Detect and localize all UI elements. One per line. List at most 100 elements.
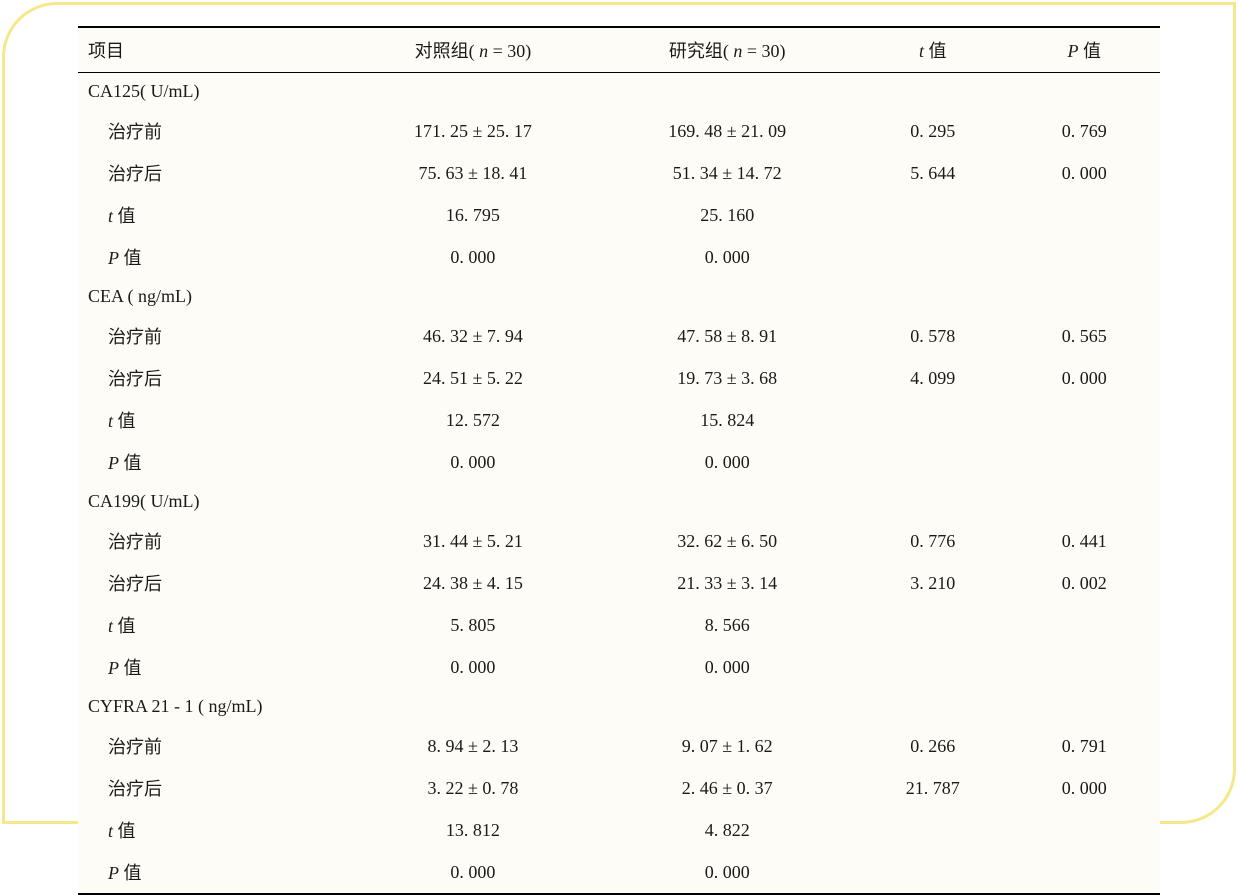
cell-p bbox=[1009, 236, 1161, 278]
cell-t: 0. 578 bbox=[857, 315, 1008, 357]
cell-t bbox=[857, 851, 1008, 894]
table-header-row: 项目 对照组( n = 30) 研究组( n = 30) t 值 P 值 bbox=[78, 27, 1160, 73]
empty-cell bbox=[1009, 73, 1161, 111]
cell-p: 0. 000 bbox=[1009, 152, 1161, 194]
table-row: 治疗前8. 94 ± 2. 139. 07 ± 1. 620. 2660. 79… bbox=[78, 725, 1160, 767]
row-label-cell: P 值 bbox=[78, 441, 349, 483]
table-body: CA125( U/mL)治疗前171. 25 ± 25. 17169. 48 ±… bbox=[78, 73, 1160, 895]
empty-cell bbox=[597, 483, 857, 520]
cell-t bbox=[857, 441, 1008, 483]
cell-study: 47. 58 ± 8. 91 bbox=[597, 315, 857, 357]
cell-t bbox=[857, 604, 1008, 646]
cell-t bbox=[857, 236, 1008, 278]
row-label-cell: 治疗后 bbox=[78, 357, 349, 399]
cell-p: 0. 565 bbox=[1009, 315, 1161, 357]
cell-p: 0. 000 bbox=[1009, 357, 1161, 399]
cell-study: 0. 000 bbox=[597, 646, 857, 688]
cell-p bbox=[1009, 851, 1161, 894]
empty-cell bbox=[349, 73, 598, 111]
cell-control: 46. 32 ± 7. 94 bbox=[349, 315, 598, 357]
table-row: t 值13. 8124. 822 bbox=[78, 809, 1160, 851]
cell-p bbox=[1009, 604, 1161, 646]
table-row: t 值16. 79525. 160 bbox=[78, 194, 1160, 236]
cell-p: 0. 002 bbox=[1009, 562, 1161, 604]
row-label-cell: 治疗后 bbox=[78, 562, 349, 604]
cell-study: 19. 73 ± 3. 68 bbox=[597, 357, 857, 399]
cell-study: 0. 000 bbox=[597, 441, 857, 483]
row-label-cell: 治疗后 bbox=[78, 767, 349, 809]
empty-cell bbox=[597, 73, 857, 111]
cell-p bbox=[1009, 809, 1161, 851]
cell-control: 0. 000 bbox=[349, 236, 598, 278]
row-label-cell: P 值 bbox=[78, 646, 349, 688]
cell-study: 15. 824 bbox=[597, 399, 857, 441]
row-label-cell: 治疗前 bbox=[78, 110, 349, 152]
table-row: 治疗后24. 51 ± 5. 2219. 73 ± 3. 684. 0990. … bbox=[78, 357, 1160, 399]
cell-study: 0. 000 bbox=[597, 851, 857, 894]
col-header-item: 项目 bbox=[78, 27, 349, 73]
cell-t: 5. 644 bbox=[857, 152, 1008, 194]
cell-t: 0. 266 bbox=[857, 725, 1008, 767]
col-header-control: 对照组( n = 30) bbox=[349, 27, 598, 73]
empty-cell bbox=[349, 278, 598, 315]
empty-cell bbox=[349, 483, 598, 520]
table-row: 治疗后3. 22 ± 0. 782. 46 ± 0. 3721. 7870. 0… bbox=[78, 767, 1160, 809]
table-row: P 值0. 0000. 000 bbox=[78, 236, 1160, 278]
row-label-cell: t 值 bbox=[78, 809, 349, 851]
section-header-row: CA125( U/mL) bbox=[78, 73, 1160, 111]
table-row: P 值0. 0000. 000 bbox=[78, 441, 1160, 483]
row-label-cell: t 值 bbox=[78, 604, 349, 646]
cell-study: 51. 34 ± 14. 72 bbox=[597, 152, 857, 194]
cell-t: 0. 776 bbox=[857, 520, 1008, 562]
cell-control: 0. 000 bbox=[349, 646, 598, 688]
cell-study: 4. 822 bbox=[597, 809, 857, 851]
cell-t bbox=[857, 194, 1008, 236]
row-label-cell: P 值 bbox=[78, 851, 349, 894]
cell-study: 21. 33 ± 3. 14 bbox=[597, 562, 857, 604]
row-label-cell: t 值 bbox=[78, 194, 349, 236]
table-container: 项目 对照组( n = 30) 研究组( n = 30) t 值 P 值 CA1… bbox=[78, 26, 1160, 895]
cell-study: 2. 46 ± 0. 37 bbox=[597, 767, 857, 809]
cell-study: 169. 48 ± 21. 09 bbox=[597, 110, 857, 152]
empty-cell bbox=[1009, 483, 1161, 520]
cell-t bbox=[857, 809, 1008, 851]
cell-t: 3. 210 bbox=[857, 562, 1008, 604]
cell-p bbox=[1009, 399, 1161, 441]
table-row: t 值5. 8058. 566 bbox=[78, 604, 1160, 646]
col-header-study: 研究组( n = 30) bbox=[597, 27, 857, 73]
empty-cell bbox=[857, 278, 1008, 315]
cell-control: 171. 25 ± 25. 17 bbox=[349, 110, 598, 152]
empty-cell bbox=[597, 278, 857, 315]
cell-control: 31. 44 ± 5. 21 bbox=[349, 520, 598, 562]
cell-control: 75. 63 ± 18. 41 bbox=[349, 152, 598, 194]
table-row: P 值0. 0000. 000 bbox=[78, 646, 1160, 688]
cell-t: 4. 099 bbox=[857, 357, 1008, 399]
cell-p bbox=[1009, 194, 1161, 236]
cell-control: 0. 000 bbox=[349, 851, 598, 894]
cell-p: 0. 791 bbox=[1009, 725, 1161, 767]
table-row: 治疗前46. 32 ± 7. 9447. 58 ± 8. 910. 5780. … bbox=[78, 315, 1160, 357]
cell-control: 0. 000 bbox=[349, 441, 598, 483]
row-label-cell: 治疗前 bbox=[78, 520, 349, 562]
cell-p bbox=[1009, 646, 1161, 688]
section-header-cell: CYFRA 21 - 1 ( ng/mL) bbox=[78, 688, 349, 725]
section-header-row: CEA ( ng/mL) bbox=[78, 278, 1160, 315]
cell-t: 0. 295 bbox=[857, 110, 1008, 152]
section-header-cell: CA199( U/mL) bbox=[78, 483, 349, 520]
section-header-cell: CA125( U/mL) bbox=[78, 73, 349, 111]
cell-study: 32. 62 ± 6. 50 bbox=[597, 520, 857, 562]
section-header-cell: CEA ( ng/mL) bbox=[78, 278, 349, 315]
col-header-t: t 值 bbox=[857, 27, 1008, 73]
section-header-row: CYFRA 21 - 1 ( ng/mL) bbox=[78, 688, 1160, 725]
empty-cell bbox=[857, 483, 1008, 520]
table-row: t 值12. 57215. 824 bbox=[78, 399, 1160, 441]
cell-study: 8. 566 bbox=[597, 604, 857, 646]
empty-cell bbox=[1009, 278, 1161, 315]
cell-control: 24. 38 ± 4. 15 bbox=[349, 562, 598, 604]
cell-t bbox=[857, 399, 1008, 441]
cell-control: 5. 805 bbox=[349, 604, 598, 646]
cell-study: 25. 160 bbox=[597, 194, 857, 236]
cell-t: 21. 787 bbox=[857, 767, 1008, 809]
cell-study: 9. 07 ± 1. 62 bbox=[597, 725, 857, 767]
cell-control: 24. 51 ± 5. 22 bbox=[349, 357, 598, 399]
